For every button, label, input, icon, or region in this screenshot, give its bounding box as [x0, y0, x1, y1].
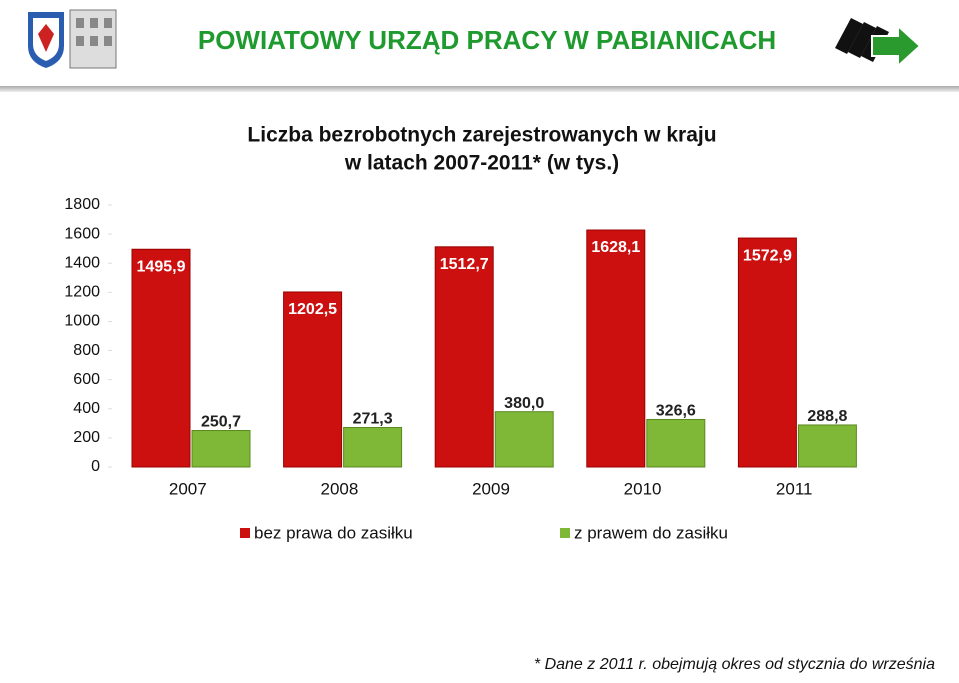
data-label: 380,0 [504, 395, 544, 412]
x-tick-label: 2011 [776, 479, 813, 498]
data-label: 1572,9 [743, 247, 792, 264]
bar [434, 246, 494, 468]
y-tick-label: 600 [73, 371, 100, 388]
legend-swatch [560, 528, 570, 538]
legend-swatch [240, 528, 250, 538]
bar [343, 427, 403, 468]
bar [191, 430, 251, 468]
data-label: 1628,1 [591, 239, 640, 256]
header-icon [835, 18, 922, 69]
x-tick-label: 2010 [624, 479, 662, 498]
data-label: 1202,5 [288, 301, 337, 318]
y-tick-label: 800 [73, 342, 100, 359]
y-tick-label: 1600 [64, 225, 100, 242]
legend-label: z prawem do zasiłku [574, 523, 728, 542]
data-label: 1512,7 [440, 256, 489, 273]
header-logo [28, 9, 117, 69]
x-tick-label: 2008 [320, 479, 358, 498]
x-tick-label: 2007 [169, 479, 207, 498]
bar [797, 424, 857, 468]
x-tick-label: 2009 [472, 479, 510, 498]
data-label: 250,7 [201, 414, 241, 431]
chart-title: Liczba bezrobotnych zarejestrowanych w k… [247, 124, 716, 147]
bar [283, 291, 343, 468]
y-tick-label: 1400 [64, 254, 100, 271]
y-tick-label: 400 [73, 400, 100, 417]
y-tick-label: 200 [73, 429, 100, 446]
bar [737, 237, 797, 468]
data-label: 1495,9 [137, 258, 186, 275]
y-tick-label: 1200 [64, 284, 100, 301]
footnote: * Dane z 2011 r. obejmują okres od stycz… [534, 656, 935, 673]
data-label: 326,6 [656, 403, 696, 420]
data-label: 271,3 [353, 411, 393, 428]
header-title: POWIATOWY URZĄD PRACY W PABIANICACH [198, 25, 776, 55]
data-label: 288,8 [807, 408, 847, 425]
y-tick-label: 1800 [64, 196, 100, 213]
bar [646, 418, 706, 468]
chart-title: w latach 2007-2011* (w tys.) [344, 152, 619, 175]
legend-label: bez prawa do zasiłku [254, 523, 413, 542]
y-tick-label: 1000 [64, 313, 100, 330]
bar [131, 248, 191, 468]
bar [494, 411, 554, 468]
y-tick-label: 0 [91, 458, 100, 475]
header-rule [0, 86, 959, 92]
bar [586, 229, 646, 468]
